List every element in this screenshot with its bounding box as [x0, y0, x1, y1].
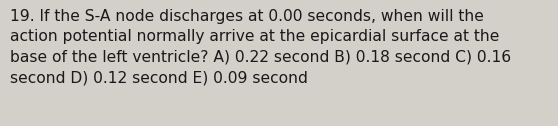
- Text: 19. If the S-A node discharges at 0.00 seconds, when will the
action potential n: 19. If the S-A node discharges at 0.00 s…: [10, 9, 511, 85]
